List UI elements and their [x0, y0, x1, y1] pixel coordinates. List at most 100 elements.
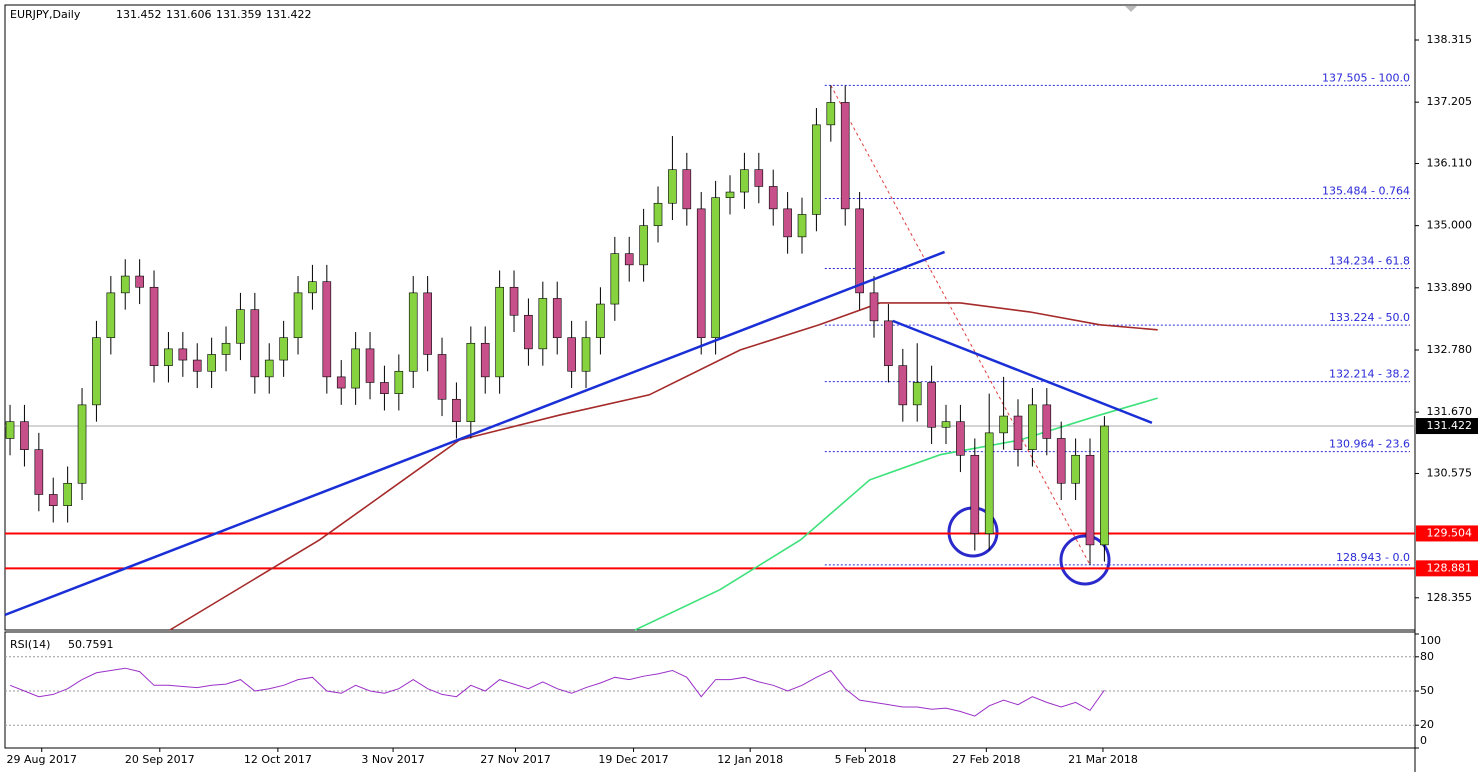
candle-body — [322, 281, 332, 378]
candle-body — [1100, 425, 1109, 546]
candle-body — [624, 253, 634, 266]
moving-average — [169, 302, 1158, 631]
x-tick-label: 29 Aug 2017 — [6, 753, 76, 766]
candle-body — [783, 208, 792, 238]
x-tick-label: 21 Mar 2018 — [1068, 753, 1138, 766]
candle-body — [423, 292, 432, 355]
candle-body — [437, 354, 447, 400]
x-tick-label: 27 Feb 2018 — [952, 753, 1020, 766]
candle-body — [293, 292, 303, 338]
candle-body — [768, 186, 778, 210]
y-tick-label: 138.315 — [1427, 33, 1473, 46]
quote-open: 131.452 — [116, 8, 162, 21]
candle-body — [351, 348, 360, 389]
candle-body — [740, 169, 749, 193]
candle-body — [394, 370, 404, 394]
candle-body — [596, 303, 605, 338]
price-tag — [1416, 560, 1478, 577]
candle-body — [653, 202, 663, 226]
candle-body — [956, 421, 965, 456]
rsi-tick-label: 50 — [1420, 684, 1434, 697]
candle-body — [207, 354, 216, 372]
y-tick-label: 130.575 — [1427, 466, 1473, 479]
candle-body — [999, 415, 1008, 434]
candle-body — [826, 102, 836, 126]
candle-body — [365, 348, 375, 383]
candle-body — [984, 432, 994, 534]
y-tick-label: 132.780 — [1427, 343, 1473, 356]
candle-body — [466, 342, 476, 422]
candle-body — [869, 292, 879, 322]
candle-body — [452, 398, 461, 422]
rsi-tick-label: 80 — [1420, 650, 1434, 663]
candle-body — [279, 337, 288, 361]
candle-body — [192, 359, 202, 372]
y-tick-label: 137.205 — [1427, 95, 1473, 108]
y-tick-label: 136.110 — [1427, 156, 1473, 169]
candle-body — [408, 292, 418, 372]
fib-label: 128.943 - 0.0 — [1336, 551, 1410, 564]
trendline — [892, 319, 1153, 424]
fib-diagonal — [830, 85, 1091, 566]
y-tick-label: 131.670 — [1427, 405, 1473, 418]
candle-body — [639, 225, 648, 266]
x-tick-label: 5 Feb 2018 — [835, 753, 896, 766]
quote-low: 131.359 — [216, 8, 262, 21]
indicator-title: RSI(14) — [10, 638, 50, 651]
candle-body — [524, 314, 533, 350]
price-tag-label: 129.504 — [1427, 526, 1473, 539]
fib-label: 132.214 - 38.2 — [1329, 368, 1410, 381]
trendline — [4, 250, 946, 617]
candle-body — [135, 275, 144, 288]
candle-body — [884, 320, 893, 366]
candle-body — [5, 421, 15, 439]
candle-body — [855, 208, 864, 294]
indicator-value: 50.7591 — [68, 638, 114, 651]
support-circle — [1059, 534, 1111, 586]
price-tag — [1416, 525, 1478, 542]
candle-body — [1056, 438, 1066, 484]
candle-body — [77, 404, 87, 484]
candle-body — [178, 348, 188, 361]
fib-label: 133.224 - 50.0 — [1329, 311, 1410, 324]
candle-body — [725, 191, 735, 198]
symbol: EURJPY,Daily — [10, 8, 81, 21]
quote-high: 131.606 — [166, 8, 212, 21]
candle-body — [581, 337, 591, 372]
candle-body — [308, 281, 317, 294]
candle-body — [682, 169, 692, 210]
candle-body — [941, 421, 951, 428]
x-tick-label: 12 Jan 2018 — [717, 753, 783, 766]
fib-label: 135.484 - 0.764 — [1322, 185, 1410, 198]
price-tag-label: 131.422 — [1427, 419, 1473, 432]
candle-body — [236, 309, 245, 344]
rsi-tick-label: 0 — [1420, 734, 1427, 747]
moving-average — [634, 397, 1158, 631]
candle-body — [970, 454, 980, 534]
candle-body — [754, 169, 764, 187]
candle-body — [668, 169, 677, 204]
candle-body — [380, 382, 389, 394]
rsi-tick-label: 100 — [1420, 634, 1441, 647]
candle-body — [711, 197, 720, 338]
rsi-tick-label: 20 — [1420, 718, 1434, 731]
candle-body — [567, 337, 576, 372]
candle-body — [509, 286, 519, 316]
quote-close: 131.422 — [266, 8, 312, 21]
candle-body — [840, 102, 850, 210]
candle-body — [48, 494, 58, 506]
fib-label: 137.505 - 100.0 — [1322, 71, 1410, 84]
candle-body — [1071, 454, 1080, 484]
candle-body — [264, 359, 274, 378]
candle-body — [250, 309, 260, 378]
candle-body — [696, 208, 706, 338]
rsi-line — [9, 667, 1105, 717]
candle-body — [1042, 404, 1052, 439]
candle-body — [552, 298, 562, 338]
shift-marker — [1125, 6, 1137, 12]
candle-body — [92, 337, 101, 406]
x-tick-label: 20 Sep 2017 — [125, 753, 195, 766]
